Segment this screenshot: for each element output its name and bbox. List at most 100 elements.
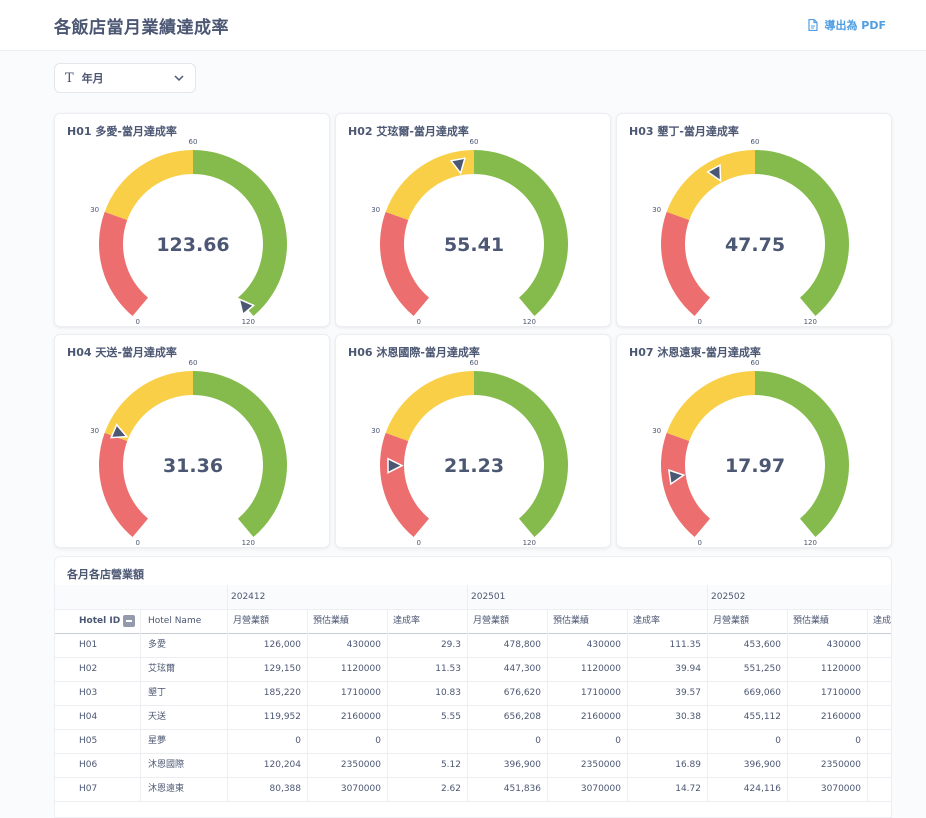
- column-divider: [707, 657, 708, 681]
- gauge-value: 47.75: [725, 234, 785, 256]
- column-divider: [547, 657, 548, 681]
- gauge-title: H06 沐恩國際-當月達成率: [348, 346, 480, 359]
- gauge-card: H02 艾玹爾-當月達成率 0 30 60 120 55.41: [335, 113, 611, 327]
- gauge-pointer: [667, 469, 686, 486]
- gauge-green-segment: [474, 150, 568, 317]
- value-cell: 669,060: [743, 688, 781, 698]
- column-divider: [140, 729, 141, 753]
- value-cell: 11.53: [435, 664, 461, 674]
- gauge-tick-label: 0: [697, 539, 701, 547]
- value-cell: 5.12: [440, 760, 461, 770]
- gauge-pointer: [387, 457, 404, 474]
- gauge-chart: 0 30 60 120 21.23: [371, 359, 568, 547]
- export-pdf-button[interactable]: 導出為 PDF: [808, 17, 886, 33]
- column-divider: [707, 705, 708, 729]
- gauge-tick-label: 60: [751, 138, 760, 146]
- gauge-tick-label: 120: [804, 539, 817, 547]
- value-cell: 30.38: [675, 712, 701, 722]
- collapse-column-icon[interactable]: [123, 615, 135, 627]
- column-divider: [547, 681, 548, 705]
- column-divider: [467, 633, 468, 657]
- column-divider: [467, 753, 468, 777]
- column-divider: [707, 729, 708, 753]
- value-cell: 478,800: [503, 640, 541, 650]
- gauge-chart: 0 30 60 120 31.36: [90, 359, 287, 547]
- column-divider: [867, 729, 868, 753]
- hotel-id-cell: H02: [79, 664, 98, 674]
- table-row: H02 艾玹爾 129,150 1120000 11.53 447,300 1120000 3…: [55, 657, 891, 682]
- value-cell: 430000: [346, 640, 381, 650]
- value-cell: 0: [855, 736, 861, 746]
- column-divider: [867, 633, 868, 657]
- gauge-pointer: [706, 163, 722, 183]
- table-row: H03 墾丁 185,220 1710000 10.83 676,620 1710000 39…: [55, 681, 891, 706]
- column-divider: [627, 753, 628, 777]
- column-divider: [387, 609, 388, 633]
- value-cell: 2160000: [340, 712, 381, 722]
- value-cell: 430000: [586, 640, 621, 650]
- gauge-tick-label: 30: [652, 206, 661, 214]
- value-cell: 119,952: [263, 712, 301, 722]
- column-divider: [227, 705, 228, 729]
- value-cell: 0: [295, 736, 301, 746]
- column-divider: [387, 777, 388, 801]
- column-divider: [387, 729, 388, 753]
- value-cell: 126,000: [263, 640, 301, 650]
- value-cell: 29.3: [440, 640, 461, 650]
- column-header: 達成: [873, 616, 892, 626]
- column-divider: [547, 777, 548, 801]
- column-divider: [467, 681, 468, 705]
- column-divider: [387, 681, 388, 705]
- gauge-tick-label: 30: [90, 206, 99, 214]
- gauge-tick-label: 0: [697, 318, 701, 326]
- column-divider: [867, 705, 868, 729]
- gauge-value: 17.97: [725, 455, 785, 477]
- gauge-yellow-segment: [385, 371, 474, 442]
- column-divider: [467, 729, 468, 753]
- column-header: 月營業額: [233, 616, 270, 626]
- column-divider: [387, 705, 388, 729]
- hotel-name-cell: 多愛: [148, 640, 167, 650]
- table-row: H06 沐恩國際 120,204 2350000 5.12 396,900 2350000 1…: [55, 753, 891, 778]
- gauge-tick-label: 60: [189, 138, 198, 146]
- column-divider: [227, 729, 228, 753]
- gauge-tick-label: 120: [242, 539, 255, 547]
- table-column-header-row: Hotel ID Hotel Name 月營業額 預估業績 達成率 月營業額 預估業績 達成率…: [55, 609, 892, 634]
- gauge-tick-label: 60: [470, 138, 479, 146]
- column-divider: [867, 609, 868, 633]
- minus-icon: [126, 620, 132, 622]
- column-divider: [227, 585, 228, 609]
- year-month-filter[interactable]: T 年月: [54, 63, 196, 93]
- gauge-chart: 0 30 60 120 47.75: [652, 138, 849, 326]
- column-divider: [707, 753, 708, 777]
- gauge-green-segment: [193, 371, 287, 538]
- gauge-tick-label: 120: [523, 318, 536, 326]
- gauge-card: H04 天送-當月達成率 0 30 60 120 31.36: [54, 334, 330, 548]
- gauge-title: H01 多愛-當月達成率: [67, 125, 177, 138]
- column-divider: [787, 753, 788, 777]
- value-cell: 430000: [826, 640, 861, 650]
- value-cell: 2350000: [820, 760, 861, 770]
- column-divider: [787, 705, 788, 729]
- gauge-tick-label: 120: [804, 318, 817, 326]
- gauge-pointer: [449, 157, 466, 175]
- hotel-id-cell: H05: [79, 736, 98, 746]
- gauge-tick-label: 0: [416, 539, 420, 547]
- column-divider: [140, 681, 141, 705]
- value-cell: 1120000: [340, 664, 381, 674]
- value-cell: 3070000: [820, 784, 861, 794]
- column-divider: [707, 585, 708, 609]
- gauge-green-segment: [755, 371, 849, 538]
- column-header-hotel-name: Hotel Name: [148, 616, 202, 626]
- gauge-card: H03 墾丁-當月達成率 0 30 60 120 47.75: [616, 113, 892, 327]
- value-cell: 1120000: [820, 664, 861, 674]
- column-divider: [547, 705, 548, 729]
- value-cell: 396,900: [503, 760, 541, 770]
- gauge-tick-label: 60: [189, 359, 198, 367]
- value-cell: 1710000: [820, 688, 861, 698]
- value-cell: 5.55: [440, 712, 461, 722]
- table-title: 各月各店營業額: [67, 568, 144, 581]
- hotel-id-cell: H07: [79, 784, 98, 794]
- gauge-tick-label: 60: [470, 359, 479, 367]
- gauge-title: H03 墾丁-當月達成率: [629, 125, 739, 138]
